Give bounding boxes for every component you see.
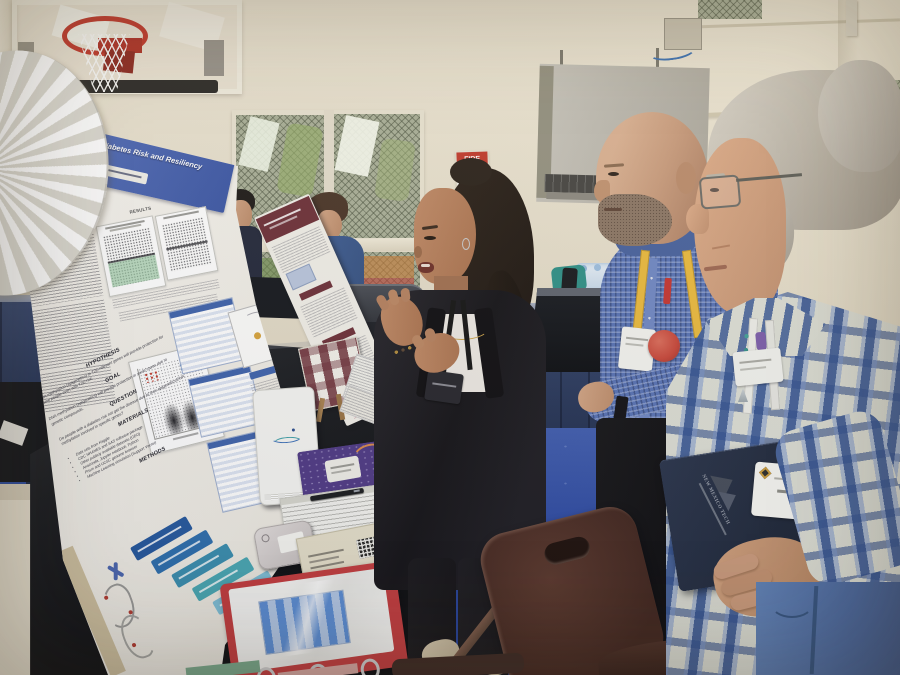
ac-unit-mount-rod <box>656 48 659 68</box>
older-man-eye <box>710 188 719 192</box>
purple-clip <box>755 331 767 351</box>
badge-text-line <box>740 366 767 371</box>
presenter-hair-bun <box>450 158 492 186</box>
chart-wave-line <box>272 435 304 450</box>
bald-man-mouth <box>604 208 622 211</box>
older-man-nose <box>686 204 709 234</box>
badge-text-line <box>626 336 649 342</box>
scatter-midline <box>166 240 208 251</box>
phone-camera-dot <box>260 533 271 543</box>
presenter-necklace <box>434 312 490 340</box>
chair-handle-hole <box>542 534 593 567</box>
bottle-cap <box>594 264 601 271</box>
scatter-plot-area <box>102 227 160 288</box>
window-mesh-topright <box>698 0 762 19</box>
window-glare <box>238 116 280 172</box>
window-red-strip <box>330 278 414 286</box>
window-mesh-pane <box>334 114 420 238</box>
jeans-pocket-curve <box>770 588 814 618</box>
older-man-hair-tuft <box>818 60 900 172</box>
scatter-figure-1 <box>95 215 167 298</box>
presenter-open-mouth <box>418 262 434 273</box>
bald-man-ear <box>676 162 696 194</box>
backboard-bracket <box>204 40 224 76</box>
presenter-earring <box>462 238 470 250</box>
finger <box>387 288 401 307</box>
bald-man-eye <box>608 172 619 176</box>
results-heading: RESULTS <box>129 205 152 215</box>
finger <box>400 287 411 303</box>
scatter-figure-2 <box>154 206 219 281</box>
author-name-smudge <box>108 169 142 179</box>
older-man-face <box>694 138 786 316</box>
older-man-badge <box>732 347 784 387</box>
badge-text-line <box>625 342 644 347</box>
silver-pendant <box>738 388 748 402</box>
presenter-eye <box>424 236 436 240</box>
badge-text-line <box>739 358 772 364</box>
card-diamond-icon <box>758 466 772 480</box>
scatter-plot-area <box>161 216 212 272</box>
window-mullion <box>324 110 334 244</box>
conduit-pipe <box>846 0 857 36</box>
eyeglasses-lens <box>698 174 742 210</box>
older-man-jeans <box>756 582 900 675</box>
presenter-badge <box>424 369 464 405</box>
red-badge-reel <box>648 330 680 362</box>
ac-unit-mount-rod <box>560 50 563 70</box>
badge-logo-line <box>432 382 457 388</box>
conduit-junction-box <box>664 18 702 50</box>
presenter-nose-shadow <box>414 246 422 258</box>
window-foliage <box>276 122 324 198</box>
listener-older-man: NEW MEXICO TECH <box>650 50 900 675</box>
cocktail-table-rim <box>536 288 654 296</box>
bald-man-beard <box>598 194 672 246</box>
presenter-teeth <box>421 264 430 267</box>
flip-book-chart <box>269 426 304 452</box>
